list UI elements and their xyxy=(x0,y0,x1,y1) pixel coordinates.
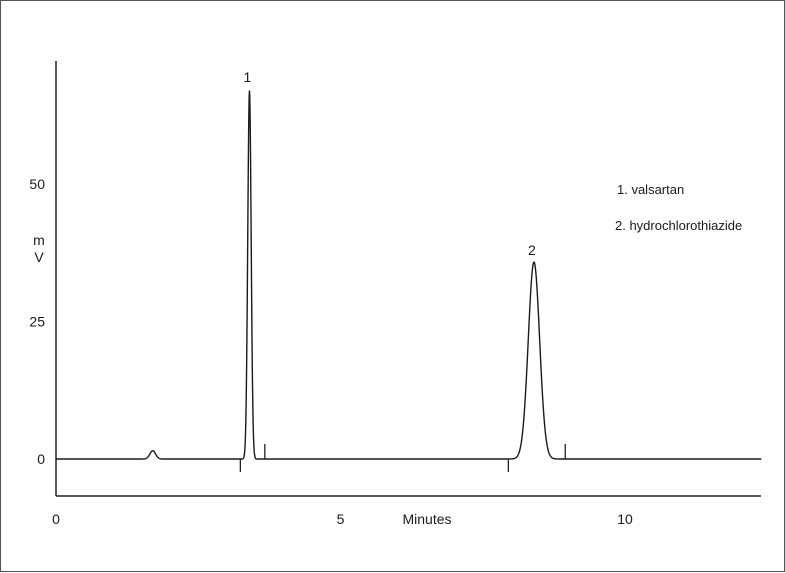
legend-item-valsartan: 1. valsartan xyxy=(617,182,684,197)
y-axis-label-line-1: m xyxy=(33,232,45,248)
x-tick-label: 0 xyxy=(52,511,60,527)
chromatogram-trace xyxy=(56,90,762,460)
y-tick-label: 50 xyxy=(29,176,45,192)
legend-item-hydrochlorothiazide: 2. hydrochlorothiazide xyxy=(615,218,742,233)
x-tick-labels: 0 5 10 xyxy=(52,511,633,527)
y-tick-label: 25 xyxy=(29,314,45,330)
y-tick-label: 0 xyxy=(37,451,45,467)
axes xyxy=(55,61,761,497)
x-tick-label: 5 xyxy=(337,511,345,527)
peak-label: 2 xyxy=(528,242,536,258)
peak-label: 1 xyxy=(244,69,252,85)
integration-markers xyxy=(239,444,566,472)
peak-labels: 12 xyxy=(244,69,537,258)
x-tick-label: 10 xyxy=(617,511,633,527)
y-axis-label: m V xyxy=(33,232,45,265)
legend: 1. valsartan 2. hydrochlorothiazide xyxy=(615,182,742,233)
y-tick-labels: 0 25 50 xyxy=(29,176,45,467)
y-axis-label-line-2: V xyxy=(34,249,44,265)
x-axis-label: Minutes xyxy=(402,511,451,527)
